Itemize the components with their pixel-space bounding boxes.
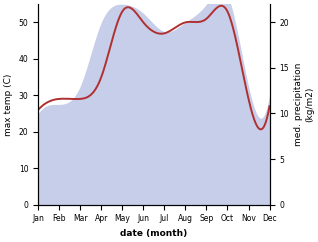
Y-axis label: max temp (C): max temp (C) (4, 73, 13, 136)
X-axis label: date (month): date (month) (120, 229, 188, 238)
Y-axis label: med. precipitation
(kg/m2): med. precipitation (kg/m2) (294, 63, 314, 146)
